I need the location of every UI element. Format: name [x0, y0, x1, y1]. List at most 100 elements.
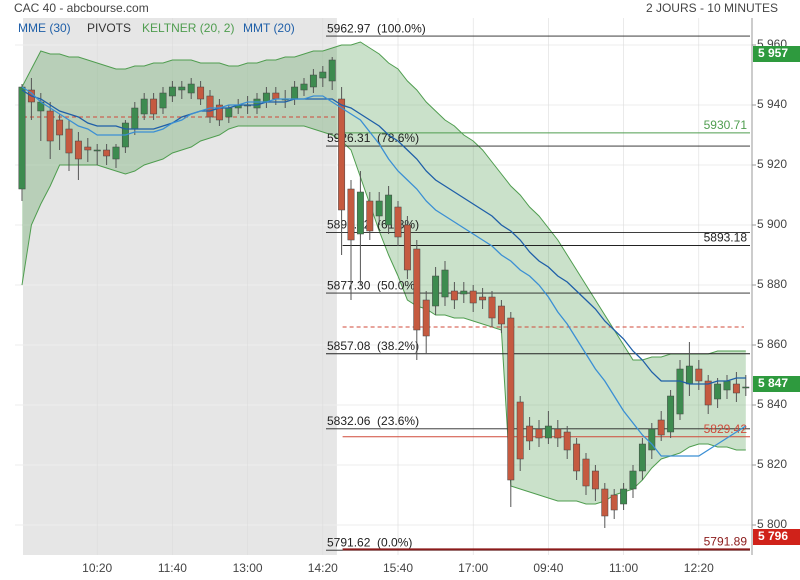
candle-body — [507, 317, 515, 481]
candle-body — [582, 458, 590, 487]
candle-body — [742, 386, 750, 389]
candle-body — [573, 443, 581, 472]
candle-body — [667, 395, 675, 433]
candle-body — [479, 296, 487, 301]
fib-label: 5962.97 (100.0%) — [327, 21, 426, 35]
chart-subtitle: 2 JOURS - 10 MINUTES — [646, 1, 778, 15]
candle-body — [112, 146, 120, 160]
x-tick-label: 11:00 — [609, 561, 638, 575]
x-tick-label: 15:40 — [383, 561, 413, 575]
candle-body — [56, 119, 64, 136]
x-tick-label: 09:40 — [533, 561, 563, 575]
candle-body — [469, 290, 477, 304]
candle-body — [732, 383, 740, 394]
candle-body — [620, 488, 628, 505]
candle-body — [657, 419, 665, 436]
candle-body — [591, 470, 599, 490]
x-tick-label: 12:20 — [684, 561, 714, 575]
candle-body — [356, 191, 364, 235]
candle-body — [610, 494, 618, 511]
legend-pivots: PIVOTS — [87, 21, 131, 35]
keltner-fill — [22, 42, 746, 504]
candle-body — [187, 83, 195, 94]
candle-body — [723, 380, 731, 391]
candle-body — [215, 104, 223, 121]
candle-body — [366, 200, 374, 232]
candle-body — [131, 107, 139, 130]
price-tag-label: 5 796 — [758, 529, 788, 543]
candle-body — [413, 248, 421, 331]
candle-body — [253, 98, 261, 109]
candle-body — [65, 128, 73, 154]
candle-body — [685, 365, 693, 385]
y-tick-label: 5 820 — [757, 457, 787, 471]
pivot-label: 5893.18 — [704, 231, 748, 245]
candle-body — [197, 86, 205, 100]
candle-body — [150, 98, 158, 115]
candle-body — [300, 83, 308, 91]
legend-mme: MME (30) — [18, 21, 71, 35]
candle-body — [103, 149, 111, 157]
keltner-upper — [21, 41, 746, 361]
x-tick-label: 14:20 — [308, 561, 338, 575]
pivot-label: 5791.89 — [704, 535, 748, 549]
candle-body — [272, 92, 280, 100]
pivot-label: 5930.71 — [704, 118, 748, 132]
candle-body — [74, 140, 82, 160]
price-tag — [753, 46, 800, 62]
candle-body — [394, 206, 402, 238]
candle-body — [563, 431, 571, 451]
ma-line — [21, 86, 747, 457]
x-tick-label: 11:40 — [158, 561, 187, 575]
candle-body — [347, 188, 355, 241]
price-tag — [753, 529, 800, 545]
candle-body — [676, 368, 684, 415]
candle-body — [225, 107, 233, 118]
candle-body — [488, 296, 496, 319]
candle-body — [168, 86, 176, 97]
y-tick-label: 5 900 — [757, 217, 787, 231]
x-tick-label: 10:20 — [82, 561, 112, 575]
candle-body — [18, 86, 26, 190]
candle-body — [535, 428, 543, 439]
y-tick-label: 5 800 — [757, 517, 787, 531]
candle-body — [178, 86, 186, 91]
candle-body — [695, 368, 703, 382]
candle-body — [403, 224, 411, 271]
y-tick-label: 5 940 — [757, 97, 787, 111]
candle-body — [629, 470, 637, 490]
legend-mmt: MMT (20) — [243, 21, 295, 35]
candle-body — [93, 149, 101, 152]
candle-body — [422, 299, 430, 337]
price-tag-label: 5 847 — [758, 376, 788, 390]
price-tag-label: 5 957 — [758, 46, 788, 60]
candle-body — [497, 305, 505, 325]
y-tick-label: 5 860 — [757, 337, 787, 351]
candle-body — [328, 59, 336, 82]
y-tick-label: 5 840 — [757, 397, 787, 411]
ma-line — [21, 89, 746, 385]
candle-body — [544, 425, 552, 439]
candle-body — [140, 98, 148, 115]
fib-label: 5877.30 (50.0%) — [327, 278, 419, 292]
candle-body — [319, 71, 327, 79]
fib-label: 5832.06 (23.6%) — [327, 414, 419, 428]
candle-body — [432, 275, 440, 307]
candle-body — [638, 443, 646, 472]
candle-body — [375, 200, 383, 217]
candle-body — [526, 425, 534, 442]
candle-body — [385, 194, 393, 226]
candle-body — [648, 428, 656, 451]
y-tick-label: 5 880 — [757, 277, 787, 291]
fib-label: 5791.62 (0.0%) — [327, 535, 412, 549]
candle-body — [309, 74, 317, 88]
x-tick-label: 17:00 — [458, 561, 488, 575]
candle-body — [714, 383, 722, 400]
candle-body — [554, 428, 562, 439]
chart-title: CAC 40 - abcbourse.com — [14, 1, 149, 15]
candle-body — [84, 146, 92, 151]
candle-body — [704, 380, 712, 406]
legend-keltner: KELTNER (20, 2) — [142, 21, 234, 35]
fib-label: 5857.08 (38.2%) — [327, 339, 419, 353]
candle-body — [206, 95, 214, 118]
